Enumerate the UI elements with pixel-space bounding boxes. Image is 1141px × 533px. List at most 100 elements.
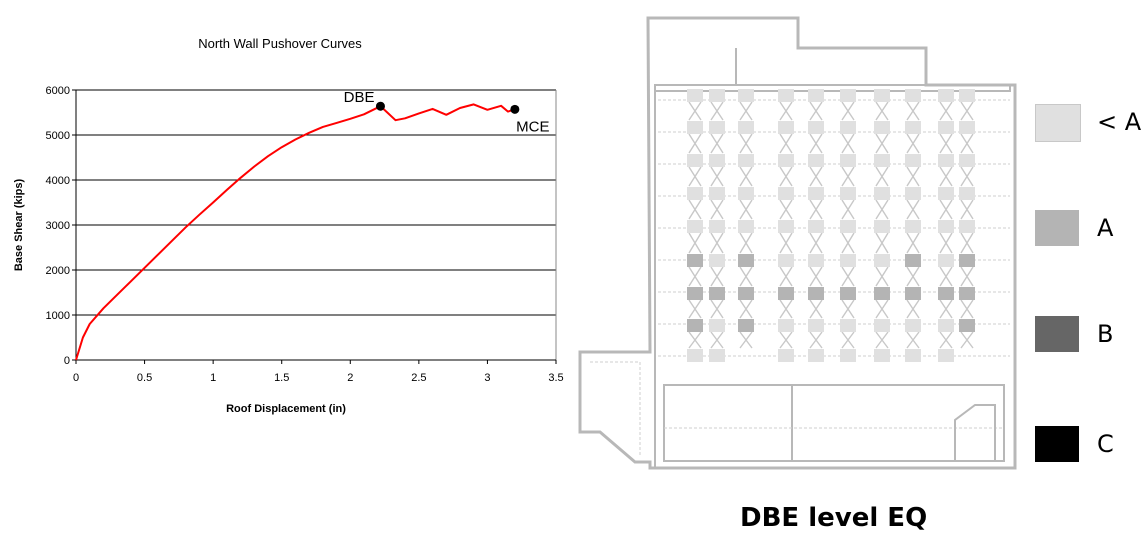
coupling-beam — [687, 349, 703, 362]
x-tick-label: 1 — [210, 372, 216, 384]
coupling-beam — [738, 287, 754, 300]
diagonal-brace — [710, 133, 724, 154]
diagonal-brace — [710, 101, 724, 121]
coupling-beam — [938, 220, 954, 233]
legend-item-below-a: < A — [1035, 104, 1141, 144]
coupling-beam — [738, 319, 754, 332]
coupling-beam — [687, 154, 703, 167]
coupling-beam — [709, 154, 725, 167]
diagonal-brace — [939, 101, 953, 121]
diagonal-brace — [875, 299, 889, 319]
coupling-beam — [874, 89, 890, 102]
diagram-title: DBE level EQ — [740, 503, 928, 533]
coupling-beam — [959, 287, 975, 300]
coupling-beam — [874, 121, 890, 134]
coupling-beam — [687, 220, 703, 233]
coupling-beam — [938, 319, 954, 332]
diagonal-brace — [841, 331, 855, 349]
coupling-beam — [905, 254, 921, 267]
diagonal-brace — [779, 299, 793, 319]
diagonal-brace — [688, 166, 702, 187]
diagonal-brace — [939, 299, 953, 319]
diagonal-brace — [809, 101, 823, 121]
diagonal-brace — [939, 199, 953, 220]
diagonal-brace — [841, 101, 855, 121]
coupling-beam — [687, 254, 703, 267]
diagonal-brace — [960, 232, 974, 254]
diagonal-brace — [710, 232, 724, 254]
diagonal-brace — [875, 133, 889, 154]
diagonal-brace — [875, 166, 889, 187]
coupling-beam — [959, 121, 975, 134]
coupling-beam — [808, 349, 824, 362]
x-tick-label: 2.5 — [411, 372, 426, 384]
chart-plot: 0 1000 2000 3000 4000 5000 6000 0 0.5 1 1.5 2 2.5 3 3.… — [13, 85, 564, 415]
y-tick-label: 2000 — [46, 265, 70, 277]
coupling-beam — [905, 319, 921, 332]
coupling-beam — [905, 349, 921, 362]
coupling-beam — [840, 220, 856, 233]
coupling-beam — [938, 349, 954, 362]
coupling-beam — [959, 319, 975, 332]
diagonal-brace — [841, 299, 855, 319]
diagonal-brace — [809, 232, 823, 254]
coupling-beam — [959, 154, 975, 167]
diagonal-brace — [739, 232, 753, 254]
coupling-beam — [738, 154, 754, 167]
diagonal-brace — [809, 166, 823, 187]
diagonal-brace — [906, 199, 920, 220]
coupling-beam — [874, 254, 890, 267]
legend-item-c: C — [1035, 426, 1141, 466]
coupling-beam — [709, 254, 725, 267]
diagonal-brace — [779, 199, 793, 220]
coupling-beam — [687, 121, 703, 134]
diagonal-brace — [875, 266, 889, 287]
legend-swatch — [1035, 104, 1081, 142]
coupling-beam — [687, 89, 703, 102]
chart-title: North Wall Pushover Curves — [198, 36, 362, 51]
y-tick-label: 3000 — [46, 220, 70, 232]
coupling-beam — [905, 154, 921, 167]
y-axis-label: Base Shear (kips) — [13, 179, 25, 272]
coupling-beam — [840, 89, 856, 102]
diagonal-brace — [960, 331, 974, 349]
diagonal-brace — [688, 331, 702, 349]
coupling-beam — [905, 121, 921, 134]
marker-label-mce: MCE — [516, 118, 549, 135]
coupling-beam — [874, 319, 890, 332]
diagonal-brace — [939, 266, 953, 287]
coupling-beam — [808, 89, 824, 102]
y-tick-label: 0 — [64, 355, 70, 367]
coupling-beam — [808, 287, 824, 300]
coupling-beam — [840, 319, 856, 332]
y-tick-label: 5000 — [46, 130, 70, 142]
coupling-beam — [738, 220, 754, 233]
coupling-beam — [808, 187, 824, 200]
diagonal-brace — [688, 101, 702, 121]
diagonal-brace — [939, 166, 953, 187]
diagonal-brace — [779, 101, 793, 121]
diagonal-brace — [960, 199, 974, 220]
diagonal-brace — [710, 166, 724, 187]
diagonal-brace — [710, 266, 724, 287]
coupling-beam — [874, 287, 890, 300]
diagonal-brace — [841, 266, 855, 287]
diagonal-brace — [739, 166, 753, 187]
diagonal-brace — [809, 299, 823, 319]
coupling-beam — [808, 220, 824, 233]
coupling-beam — [938, 121, 954, 134]
coupling-beam — [778, 349, 794, 362]
diagonal-brace — [875, 101, 889, 121]
diagonal-brace — [960, 266, 974, 287]
coupling-beam — [874, 187, 890, 200]
diagonal-brace — [779, 232, 793, 254]
diagonal-brace — [710, 299, 724, 319]
coupling-beam — [778, 187, 794, 200]
x-tick-label: 0.5 — [137, 372, 152, 384]
diagonal-brace — [809, 266, 823, 287]
x-tick-label: 3 — [484, 372, 490, 384]
diagonal-brace — [960, 101, 974, 121]
diagonal-brace — [739, 331, 753, 349]
coupling-beam — [738, 121, 754, 134]
diagonal-brace — [875, 199, 889, 220]
